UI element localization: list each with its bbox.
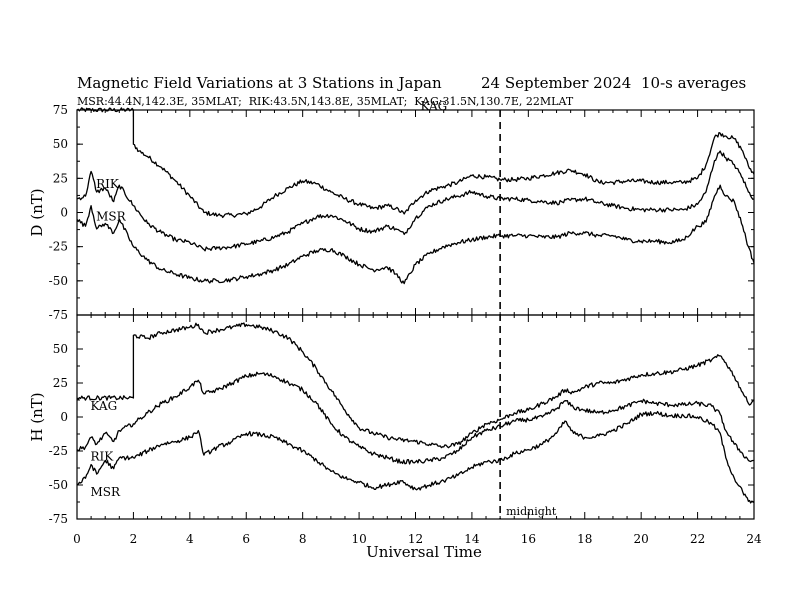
x-tick-label: 24 [746, 532, 762, 546]
y-tick-label: 75 [53, 103, 68, 117]
panel-frame [76, 109, 755, 316]
x-tick-label: 12 [408, 532, 423, 546]
x-tick-label: 4 [186, 532, 194, 546]
y-tick-label: -50 [49, 478, 68, 492]
y-tick-label: 25 [53, 376, 68, 390]
x-tick-label: 6 [242, 532, 250, 546]
y-tick-label: -25 [49, 444, 68, 458]
trace-msr [76, 184, 755, 285]
y-axis-label: H (nT) [28, 392, 46, 441]
y-tick-label: 0 [60, 410, 68, 424]
series-label-kag: KAG [90, 399, 117, 413]
y-tick-label: 50 [53, 137, 68, 151]
series-label-msr: MSR [90, 485, 121, 499]
trace-kag [76, 107, 755, 219]
x-tick-label: 8 [299, 532, 307, 546]
panel-d: 75 50 25 0 -25 -50 -75 D (nT) KAG RIK MSR [28, 99, 755, 322]
series-label-msr: MSR [96, 210, 127, 224]
series-label-rik: RIK [90, 450, 114, 464]
x-tick-label: 18 [577, 532, 592, 546]
panels-layer: 75 50 25 0 -25 -50 -75 D (nT) KAG RIK MSR 50 25 0 -25 -… [28, 99, 755, 526]
x-tick-label: 14 [464, 532, 480, 546]
panel-h: 50 25 0 -25 -50 -75 H (nT) KAG RIK MSR [28, 314, 755, 526]
chart-date: 24 September 2024 [481, 74, 631, 92]
series-label-rik: RIK [96, 177, 120, 191]
chart-subtitle: MSR:44.4N,142.3E, 35MLAT; RIK:43.5N,143.… [77, 95, 574, 108]
x-axis-label: Universal Time [366, 543, 482, 561]
x-tick-label: 2 [130, 532, 138, 546]
y-tick-label: -25 [49, 240, 68, 254]
trace-kag [76, 322, 755, 449]
chart-title: Magnetic Field Variations at 3 Stations … [77, 74, 442, 92]
x-tick-label: 22 [690, 532, 705, 546]
midnight-marker: midnight [499, 110, 557, 519]
x-tick-label: 10 [351, 532, 366, 546]
y-tick-label: -75 [49, 308, 68, 322]
y-axis-label: D (nT) [28, 188, 46, 236]
x-axis-ticks: 0 2 4 6 8 10 12 14 16 18 20 22 24 [73, 532, 762, 546]
y-tick-label: 50 [53, 342, 68, 356]
trace-rik [76, 150, 755, 252]
y-tick-label: 25 [53, 171, 68, 185]
x-tick-label: 20 [634, 532, 649, 546]
y-tick-label: -50 [49, 274, 68, 288]
midnight-label: midnight [506, 505, 557, 518]
x-tick-label: 0 [73, 532, 81, 546]
trace-msr [76, 410, 755, 504]
chart-averaging: 10-s averages [641, 74, 746, 92]
series-label-kag: KAG [421, 99, 448, 113]
y-tick-label: -75 [49, 512, 68, 526]
x-tick-label: 16 [521, 532, 536, 546]
trace-rik [76, 371, 754, 465]
y-tick-label: 0 [60, 206, 68, 220]
